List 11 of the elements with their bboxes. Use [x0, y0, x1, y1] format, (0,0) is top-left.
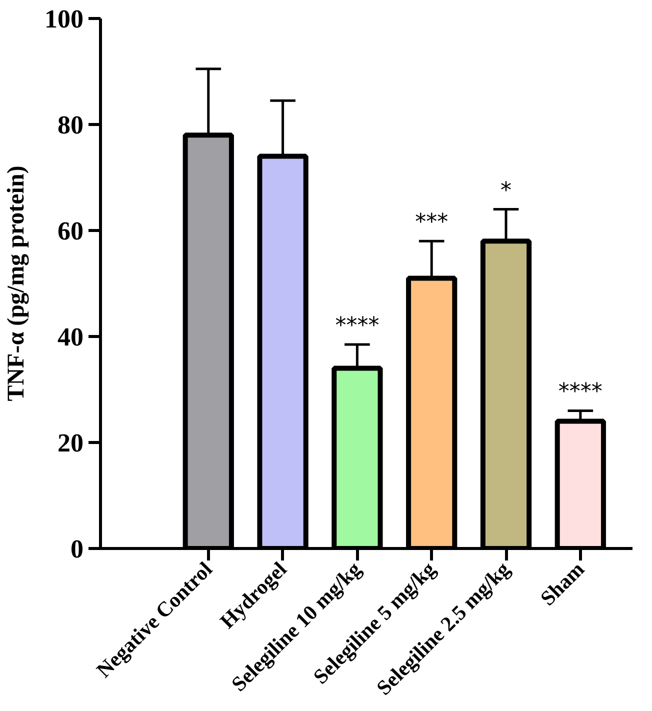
- y-tick-label: 100: [44, 4, 84, 34]
- annotation: ****: [558, 380, 602, 405]
- annotation: *: [500, 178, 512, 204]
- annotation: ***: [415, 210, 448, 236]
- y-tick-label: 40: [58, 322, 84, 352]
- y-tick-label: 0: [70, 534, 84, 564]
- y-tick-label: 80: [58, 110, 84, 140]
- y-axis-title: TNF-α (pg/mg protein): [4, 166, 30, 402]
- y-tick-label: 20: [58, 428, 84, 458]
- annotation: ****: [335, 313, 380, 338]
- y-tick-label: 60: [58, 216, 84, 246]
